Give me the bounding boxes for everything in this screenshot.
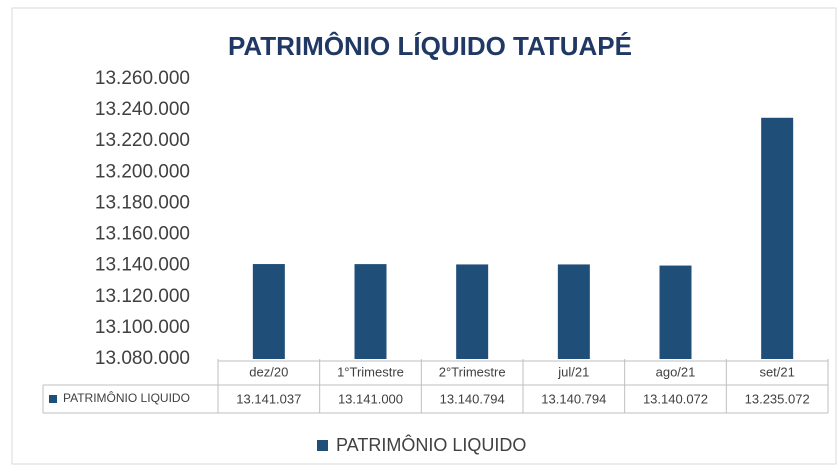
y-tick-label: 13.160.000	[95, 224, 190, 245]
y-tick-label: 13.120.000	[95, 286, 190, 307]
table-legend-key	[49, 395, 57, 403]
data-label: 13.140.072	[643, 391, 708, 406]
x-tick-label: ago/21	[656, 364, 696, 379]
y-tick-label: 13.100.000	[95, 317, 190, 338]
x-tick-label: 1°Trimestre	[337, 364, 404, 379]
table-row-header: PATRIMÔNIO LIQUIDO	[63, 390, 190, 405]
y-tick-label: 13.200.000	[95, 161, 190, 182]
bar	[354, 264, 387, 359]
data-label: 13.140.794	[541, 391, 606, 406]
y-tick-label: 13.240.000	[95, 99, 190, 120]
x-tick-label: set/21	[759, 364, 794, 379]
y-tick-label: 13.220.000	[95, 130, 190, 151]
data-label: 13.141.000	[338, 391, 403, 406]
legend-key	[317, 440, 328, 451]
data-label: 13.140.794	[440, 391, 505, 406]
legend-label: PATRIMÔNIO LIQUIDO	[336, 434, 526, 455]
x-tick-label: dez/20	[249, 364, 288, 379]
bar	[659, 265, 692, 359]
y-tick-label: 13.260.000	[95, 68, 190, 89]
x-tick-label: jul/21	[557, 364, 589, 379]
y-tick-label: 13.140.000	[95, 255, 190, 276]
y-tick-label: 13.080.000	[95, 348, 190, 369]
bar	[456, 264, 489, 359]
chart-frame	[11, 7, 837, 465]
y-tick-label: 13.180.000	[95, 192, 190, 213]
bar	[252, 264, 285, 359]
bar	[557, 264, 590, 359]
chart-title: PATRIMÔNIO LÍQUIDO TATUAPÉ	[228, 31, 632, 61]
x-tick-label: 2°Trimestre	[439, 364, 506, 379]
data-label: 13.235.072	[745, 391, 810, 406]
data-label: 13.141.037	[236, 391, 301, 406]
bar	[761, 117, 794, 359]
